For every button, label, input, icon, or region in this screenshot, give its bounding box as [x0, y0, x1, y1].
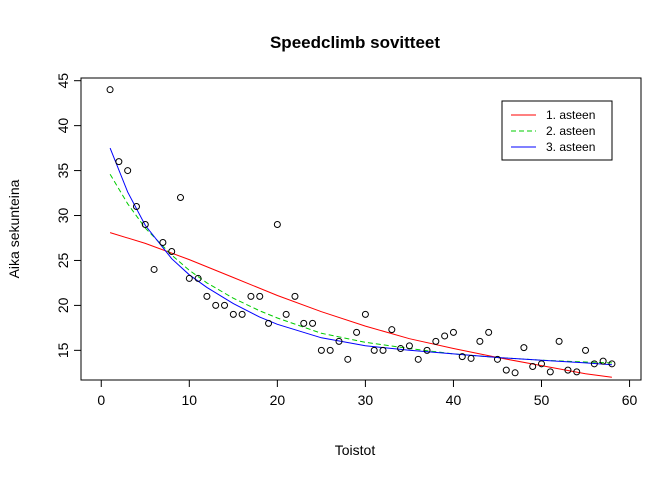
- data-point: [493, 355, 501, 363]
- legend-label-1: 1. asteen: [546, 108, 595, 122]
- data-point: [538, 360, 546, 368]
- data-point: [582, 346, 590, 354]
- data-point: [159, 238, 167, 246]
- data-point: [379, 346, 387, 354]
- data-point: [555, 337, 563, 345]
- data-point: [608, 360, 616, 368]
- data-point: [300, 319, 308, 327]
- data-point: [335, 337, 343, 345]
- fit-lines: [109, 147, 612, 378]
- data-point: [212, 301, 220, 309]
- x-tick-label: 0: [97, 392, 105, 408]
- data-point: [176, 194, 184, 202]
- x-tick-label: 50: [534, 392, 550, 408]
- data-point: [423, 346, 431, 354]
- y-axis-label: Aika sekunteina: [6, 179, 22, 278]
- y-axis: 15 20 25 30 35 40 45: [55, 73, 82, 358]
- data-point: [168, 247, 176, 255]
- data-point: [238, 310, 246, 318]
- data-point: [529, 363, 537, 371]
- data-point: [194, 274, 202, 282]
- data-point: [282, 310, 290, 318]
- data-point: [291, 292, 299, 300]
- x-tick-label: 60: [622, 392, 638, 408]
- data-point: [405, 342, 413, 350]
- x-tick-label: 30: [358, 392, 374, 408]
- data-point: [132, 203, 140, 211]
- data-point: [309, 319, 317, 327]
- legend: 1. asteen 2. asteen 3. asteen: [501, 100, 613, 161]
- data-points: [106, 86, 616, 377]
- data-point: [458, 353, 466, 361]
- data-point: [203, 292, 211, 300]
- legend-label-2: 2. asteen: [546, 124, 595, 138]
- y-tick-label: 40: [55, 118, 71, 134]
- data-point: [388, 326, 396, 334]
- data-point: [150, 265, 158, 273]
- data-point: [185, 274, 193, 282]
- data-point: [326, 346, 334, 354]
- data-point: [124, 167, 132, 175]
- data-point: [590, 360, 598, 368]
- data-point: [115, 158, 123, 166]
- y-tick-label: 30: [55, 208, 71, 224]
- data-point: [449, 328, 457, 336]
- data-point: [467, 354, 475, 362]
- data-point: [441, 332, 449, 340]
- y-tick-label: 20: [55, 297, 71, 313]
- chart-title: Speedclimb sovitteet: [270, 33, 440, 52]
- data-point: [573, 368, 581, 376]
- data-point: [353, 328, 361, 336]
- data-point: [520, 344, 528, 352]
- data-point: [256, 292, 264, 300]
- legend-label-3: 3. asteen: [546, 140, 595, 154]
- y-tick-label: 35: [55, 163, 71, 179]
- data-point: [370, 346, 378, 354]
- x-axis: 0 10 20 30 40 50 60: [97, 379, 638, 408]
- data-point: [397, 345, 405, 353]
- data-point: [502, 366, 510, 374]
- data-point: [476, 337, 484, 345]
- data-point: [265, 319, 273, 327]
- data-point: [106, 86, 114, 94]
- data-point: [141, 221, 149, 229]
- data-point: [432, 337, 440, 345]
- data-point: [247, 292, 255, 300]
- data-point: [485, 328, 493, 336]
- data-point: [317, 346, 325, 354]
- data-point: [361, 310, 369, 318]
- y-tick-label: 45: [55, 73, 71, 89]
- x-axis-label: Toistot: [335, 442, 376, 458]
- data-point: [273, 221, 281, 229]
- data-point: [564, 366, 572, 374]
- data-point: [511, 369, 519, 377]
- fit-line-3: [109, 147, 612, 366]
- data-point: [221, 301, 229, 309]
- y-tick-label: 25: [55, 252, 71, 268]
- fit-line-1: [109, 232, 612, 378]
- data-point: [414, 355, 422, 363]
- x-tick-label: 10: [182, 392, 198, 408]
- x-tick-label: 20: [270, 392, 286, 408]
- data-point: [599, 357, 607, 365]
- fit-line-2: [109, 173, 612, 364]
- data-point: [546, 368, 554, 376]
- y-tick-label: 15: [55, 342, 71, 358]
- x-tick-label: 40: [446, 392, 462, 408]
- data-point: [344, 355, 352, 363]
- data-point: [229, 310, 237, 318]
